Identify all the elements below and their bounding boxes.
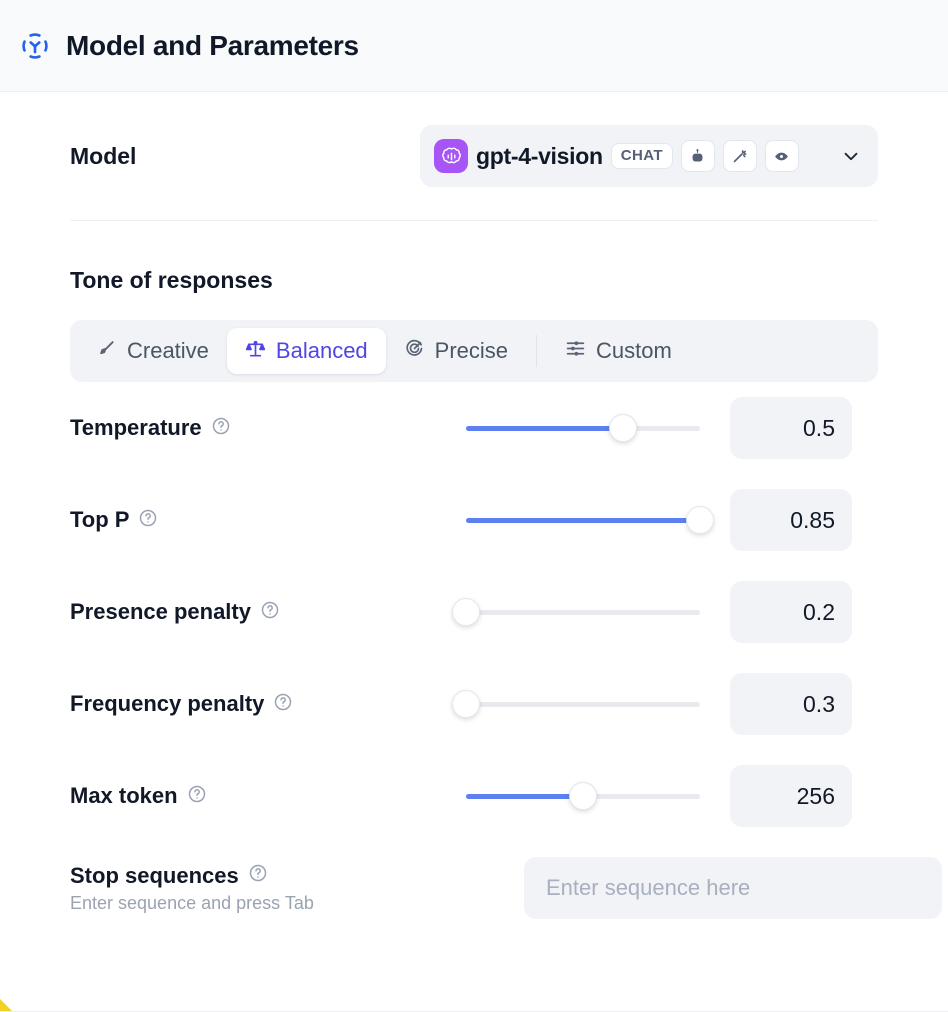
param-label: Presence penalty: [70, 599, 466, 625]
param-label-text: Frequency penalty: [70, 691, 265, 716]
slider-fill: [466, 793, 583, 799]
model-node-icon: [20, 31, 50, 61]
param-row-stop-sequences: Stop sequences Enter sequence and press …: [70, 842, 942, 934]
stop-sequences-input[interactable]: [524, 857, 942, 919]
param-row-temperature: Temperature 0.5: [70, 382, 878, 474]
param-row-max-token: Max token 256: [70, 750, 878, 842]
tone-option-label: Precise: [434, 338, 509, 363]
slider-max-token[interactable]: [466, 776, 700, 816]
chevron-down-icon[interactable]: [840, 145, 864, 167]
param-label: Top P: [70, 507, 466, 533]
robot-icon: [680, 140, 715, 172]
help-icon[interactable]: [260, 600, 280, 625]
tone-heading: Tone of responses: [70, 267, 273, 293]
tone-option-group: Creative Balanced: [70, 320, 878, 382]
value-max-token[interactable]: 256: [730, 765, 852, 827]
value-frequency-penalty[interactable]: 0.3: [730, 673, 852, 735]
sliders-icon: [565, 338, 586, 365]
tone-option-precise[interactable]: Precise: [386, 328, 526, 374]
target-icon: [404, 338, 425, 365]
param-label-text: Top P: [70, 507, 130, 532]
slider-fill: [466, 425, 623, 431]
slider-thumb[interactable]: [569, 782, 597, 810]
slider-track: [466, 609, 700, 615]
magic-wand-icon: [722, 140, 757, 172]
help-icon[interactable]: [138, 508, 158, 533]
panel-body: Model gpt-4-vision CHAT: [0, 92, 948, 1012]
scales-icon: [245, 338, 266, 365]
slider-thumb[interactable]: [608, 414, 637, 442]
slider-presence-penalty[interactable]: [452, 592, 700, 632]
tone-option-creative[interactable]: Creative: [78, 328, 227, 374]
param-label-text: Presence penalty: [70, 599, 251, 624]
tone-option-custom[interactable]: Custom: [547, 328, 690, 374]
slider-fill: [466, 517, 700, 523]
panel-header: Model and Parameters: [0, 0, 948, 92]
page-title: Model and Parameters: [66, 29, 359, 61]
eye-icon: [764, 140, 799, 172]
value-temperature[interactable]: 0.5: [730, 397, 852, 459]
param-row-frequency-penalty: Frequency penalty 0.3: [70, 658, 878, 750]
slider-track: [466, 701, 700, 707]
model-row: Model gpt-4-vision CHAT: [70, 92, 878, 220]
param-row-top-p: Top P 0.85: [70, 474, 878, 566]
openai-logo: [434, 139, 468, 173]
slider-top-p[interactable]: [466, 500, 714, 540]
param-label: Frequency penalty: [70, 691, 466, 717]
tone-option-label: Creative: [127, 338, 209, 363]
help-icon[interactable]: [273, 692, 293, 717]
param-label: Temperature: [70, 415, 466, 441]
help-icon[interactable]: [248, 863, 268, 888]
param-label-text: Temperature: [70, 415, 202, 440]
slider-thumb[interactable]: [452, 690, 480, 718]
value-presence-penalty[interactable]: 0.2: [730, 581, 852, 643]
slider-thumb[interactable]: [452, 598, 480, 626]
help-icon[interactable]: [187, 784, 207, 809]
help-icon[interactable]: [211, 416, 231, 441]
badge-chat: CHAT: [610, 142, 673, 170]
param-label-text: Stop sequences: [70, 862, 239, 888]
slider-frequency-penalty[interactable]: [452, 684, 700, 724]
model-select[interactable]: gpt-4-vision CHAT: [420, 125, 878, 187]
tone-option-label: Balanced: [275, 338, 368, 363]
slider-thumb[interactable]: [686, 506, 714, 534]
param-label: Max token: [70, 783, 466, 809]
slider-temperature[interactable]: [466, 408, 700, 448]
value-top-p[interactable]: 0.85: [730, 489, 852, 551]
brush-icon: [96, 338, 117, 365]
stop-sequences-hint: Enter sequence and press Tab: [70, 892, 314, 913]
section-divider: [70, 220, 878, 221]
stop-sequences-label-group: Stop sequences Enter sequence and press …: [70, 863, 466, 914]
param-label-text: Max token: [70, 783, 178, 808]
param-label: Stop sequences: [70, 863, 466, 889]
model-label: Model: [70, 142, 137, 169]
model-name: gpt-4-vision: [476, 142, 603, 169]
tone-option-balanced[interactable]: Balanced: [226, 328, 386, 374]
param-row-presence-penalty: Presence penalty 0.2: [70, 566, 878, 658]
tone-separator: [536, 335, 538, 367]
tone-option-label: Custom: [596, 338, 672, 363]
